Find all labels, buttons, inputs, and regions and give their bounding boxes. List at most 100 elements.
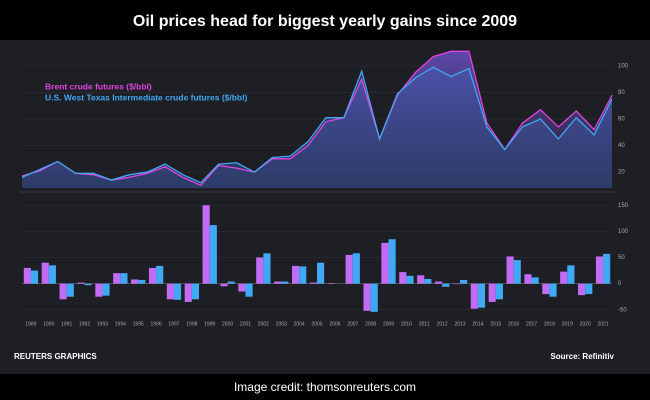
x-tick-label: 2005 [311, 321, 322, 327]
x-tick-label: 2012 [437, 321, 448, 327]
bar [41, 262, 49, 284]
bar [531, 277, 539, 284]
bar [549, 283, 557, 297]
bar [452, 283, 461, 285]
x-tick-label: 1997 [168, 321, 179, 327]
x-tick-label: 2018 [544, 321, 555, 327]
bar [156, 265, 164, 284]
bar [477, 283, 486, 308]
legend-entry: Brent crude futures ($/bbl) [45, 81, 152, 91]
bar [184, 283, 192, 302]
bar [460, 279, 468, 284]
bar [202, 205, 210, 284]
x-tick-label: 2004 [294, 321, 305, 327]
bar [317, 262, 325, 284]
x-tick-label: 2017 [526, 321, 537, 327]
bar [227, 281, 235, 284]
x-tick-label: 2020 [580, 321, 591, 327]
bar [245, 283, 253, 297]
y-tick-label: 40 [618, 143, 625, 149]
bar [113, 273, 121, 284]
bar [388, 239, 396, 284]
bar [299, 266, 307, 284]
x-tick-label: 1991 [61, 321, 72, 327]
bar [603, 253, 611, 284]
x-tick-label: 2008 [365, 321, 376, 327]
bar [291, 265, 300, 284]
x-tick-label: 1993 [97, 321, 108, 327]
legend-entry: U.S. West Texas Intermediate crude futur… [45, 92, 247, 102]
x-tick-label: 1998 [186, 321, 197, 327]
x-tick-label: 2015 [490, 321, 501, 327]
bar [488, 283, 496, 302]
bar [66, 283, 74, 297]
bar [567, 265, 575, 284]
bar [560, 271, 568, 284]
bar [381, 242, 389, 284]
series-line [21, 66, 613, 184]
bar [95, 283, 103, 297]
x-tick-label: 2010 [401, 321, 412, 327]
bar [59, 283, 67, 300]
bar [166, 283, 174, 300]
bar [274, 281, 282, 284]
bar [77, 282, 85, 284]
x-tick-label: 1989 [25, 321, 36, 327]
bar [595, 256, 604, 284]
bar [470, 283, 478, 309]
x-tick-label: 2021 [597, 321, 608, 327]
bar [191, 283, 199, 300]
x-tick-label: 2001 [240, 321, 251, 327]
bar [513, 260, 521, 284]
x-tick-label: 2014 [472, 321, 483, 327]
chart-title: Oil prices head for biggest yearly gains… [133, 13, 517, 30]
x-tick-label: 2007 [347, 321, 358, 327]
x-tick-label: 2011 [419, 321, 430, 327]
bar [120, 273, 128, 284]
y-tick-label: -50 [618, 307, 627, 313]
y-tick-label: 60 [618, 117, 625, 123]
y-tick-label: 50 [618, 255, 625, 261]
bar [138, 279, 146, 284]
x-tick-label: 1995 [133, 321, 144, 327]
x-tick-label: 2013 [454, 321, 465, 327]
bar [102, 283, 110, 296]
bar [370, 283, 378, 312]
x-tick-label: 2000 [222, 321, 233, 327]
bar [345, 254, 353, 284]
bar [30, 270, 39, 284]
bar [23, 267, 31, 284]
footer-source: Source: Refinitiv [550, 352, 614, 361]
x-tick-label: 2009 [383, 321, 394, 327]
series-line [21, 50, 613, 187]
x-tick-label: 2006 [329, 321, 340, 327]
bar [352, 253, 360, 284]
bar [442, 283, 450, 287]
y-tick-label: 100 [618, 229, 629, 235]
bar [48, 265, 56, 284]
bar [363, 283, 371, 311]
x-tick-label: 2016 [508, 321, 519, 327]
x-tick-label: 1992 [79, 321, 90, 327]
bar [209, 225, 217, 284]
bar [399, 272, 407, 284]
bar [524, 274, 532, 284]
x-tick-label: 1994 [115, 321, 126, 327]
bar [281, 281, 289, 284]
bar [238, 283, 246, 292]
bar [220, 283, 228, 287]
x-tick-label: 1990 [43, 321, 54, 327]
footer-left: REUTERS GRAPHICS [14, 352, 97, 361]
y-tick-label: 0 [618, 281, 622, 287]
bar [263, 253, 271, 284]
bar [406, 275, 414, 284]
y-tick-label: 100 [618, 64, 629, 70]
chart-panel [0, 40, 650, 374]
bar [173, 283, 182, 300]
bar [585, 283, 593, 295]
x-tick-label: 2003 [276, 321, 287, 327]
x-tick-label: 2002 [258, 321, 269, 327]
bar [84, 283, 92, 286]
